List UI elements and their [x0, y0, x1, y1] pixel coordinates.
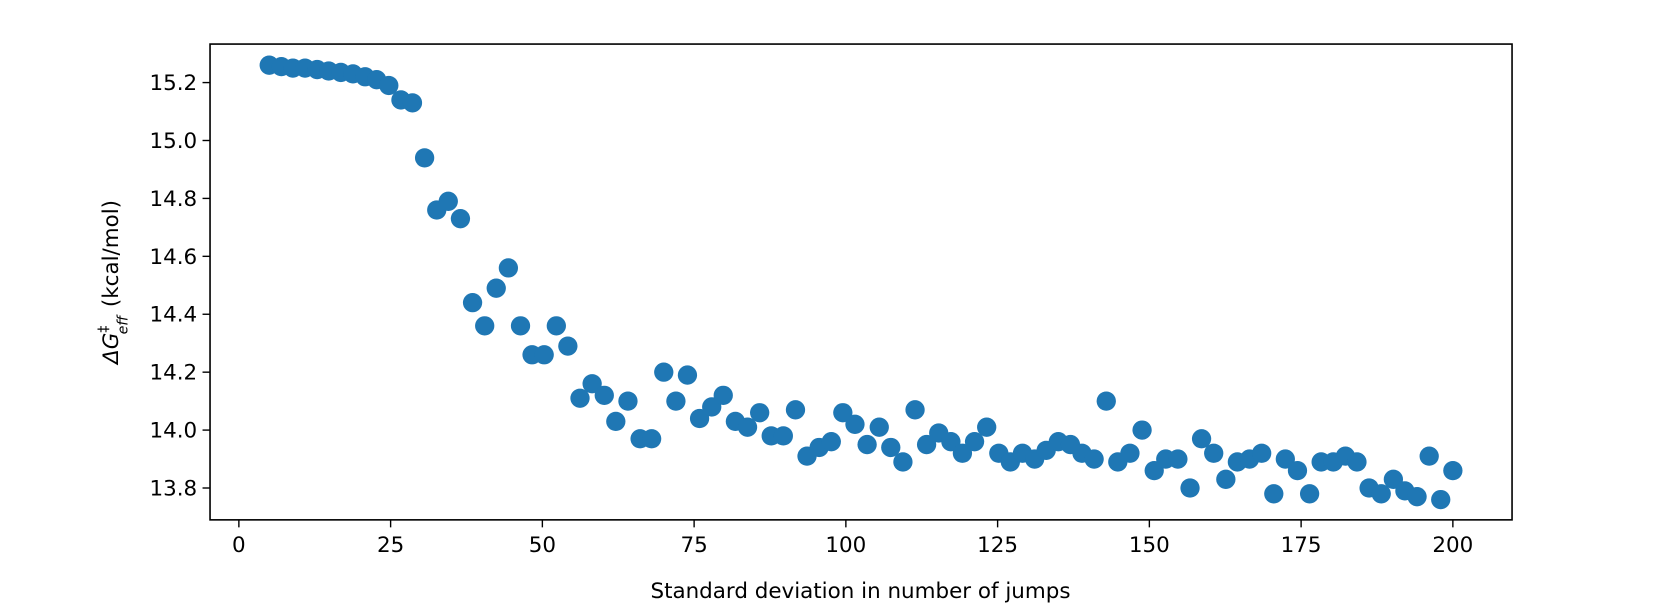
y-tick-label: 13.8 — [149, 477, 197, 502]
plot-frame — [209, 43, 1513, 521]
point — [1084, 449, 1104, 469]
point — [486, 278, 506, 298]
x-tick-label: 75 — [680, 533, 707, 558]
point — [1275, 449, 1295, 469]
point — [1216, 469, 1236, 489]
point — [379, 75, 399, 96]
point — [1299, 484, 1320, 504]
point — [641, 429, 662, 449]
y-tick-label: 15.0 — [149, 129, 197, 154]
point — [654, 362, 674, 382]
point — [666, 391, 686, 411]
point — [498, 258, 519, 278]
point — [414, 148, 435, 168]
point — [450, 209, 471, 229]
point — [845, 414, 865, 434]
x-tick-label: 25 — [377, 533, 404, 558]
point — [1252, 443, 1272, 463]
point — [1180, 478, 1200, 498]
y-label-sub: eff — [116, 314, 132, 335]
point — [1407, 487, 1427, 507]
point — [606, 411, 626, 432]
point — [821, 432, 841, 452]
point — [534, 345, 554, 365]
point — [689, 408, 710, 429]
point — [833, 403, 853, 423]
point — [952, 443, 973, 463]
point — [594, 385, 614, 405]
point — [1168, 449, 1188, 469]
point — [905, 400, 925, 420]
point — [869, 417, 889, 437]
point — [570, 388, 590, 408]
point — [1287, 460, 1308, 481]
point — [1191, 429, 1212, 449]
point — [618, 391, 638, 411]
x-tick-label: 175 — [1281, 533, 1322, 558]
point — [977, 417, 997, 437]
point — [402, 93, 423, 113]
point — [510, 316, 531, 336]
x-axis-label: Standard deviation in number of jumps — [650, 579, 1070, 604]
x-tick-label: 100 — [825, 533, 866, 558]
point — [916, 434, 937, 455]
point — [1132, 420, 1152, 440]
point — [475, 316, 495, 336]
x-tick-label: 125 — [977, 533, 1018, 558]
y-tick-label: 14.0 — [149, 419, 197, 444]
y-tick-label: 14.8 — [149, 187, 197, 212]
point — [582, 374, 602, 394]
point — [677, 365, 698, 385]
point — [462, 293, 483, 313]
point — [785, 400, 806, 420]
point — [1371, 484, 1391, 504]
y-tick-label: 15.2 — [149, 71, 197, 96]
point — [1204, 443, 1224, 463]
point — [1443, 460, 1463, 481]
point — [737, 417, 758, 437]
point — [857, 434, 877, 455]
point — [1419, 446, 1439, 466]
y-tick-label: 14.6 — [149, 245, 197, 270]
y-label-unit: (kcal/mol) — [99, 200, 124, 307]
point — [750, 403, 770, 423]
y-tick-label: 14.2 — [149, 361, 197, 386]
point — [773, 426, 793, 446]
y-label-sup: ‡ — [96, 326, 112, 333]
point — [1431, 489, 1451, 510]
point — [1264, 484, 1284, 504]
point — [546, 316, 566, 336]
x-tick-label: 150 — [1129, 533, 1170, 558]
x-tick-label: 200 — [1432, 533, 1473, 558]
point — [438, 191, 458, 211]
point — [1096, 391, 1116, 411]
point — [713, 385, 733, 405]
y-axis-label: ΔG‡ eff (kcal/mol) — [96, 200, 131, 366]
x-tick-label: 50 — [529, 533, 556, 558]
point — [1120, 443, 1140, 463]
x-tick-label: 0 — [232, 533, 246, 558]
point — [881, 437, 901, 458]
y-tick-label: 14.4 — [149, 303, 197, 328]
y-label-symbol: ΔG — [99, 333, 124, 366]
point — [893, 452, 913, 472]
point — [1347, 452, 1367, 472]
point — [964, 432, 985, 452]
point — [558, 336, 578, 356]
